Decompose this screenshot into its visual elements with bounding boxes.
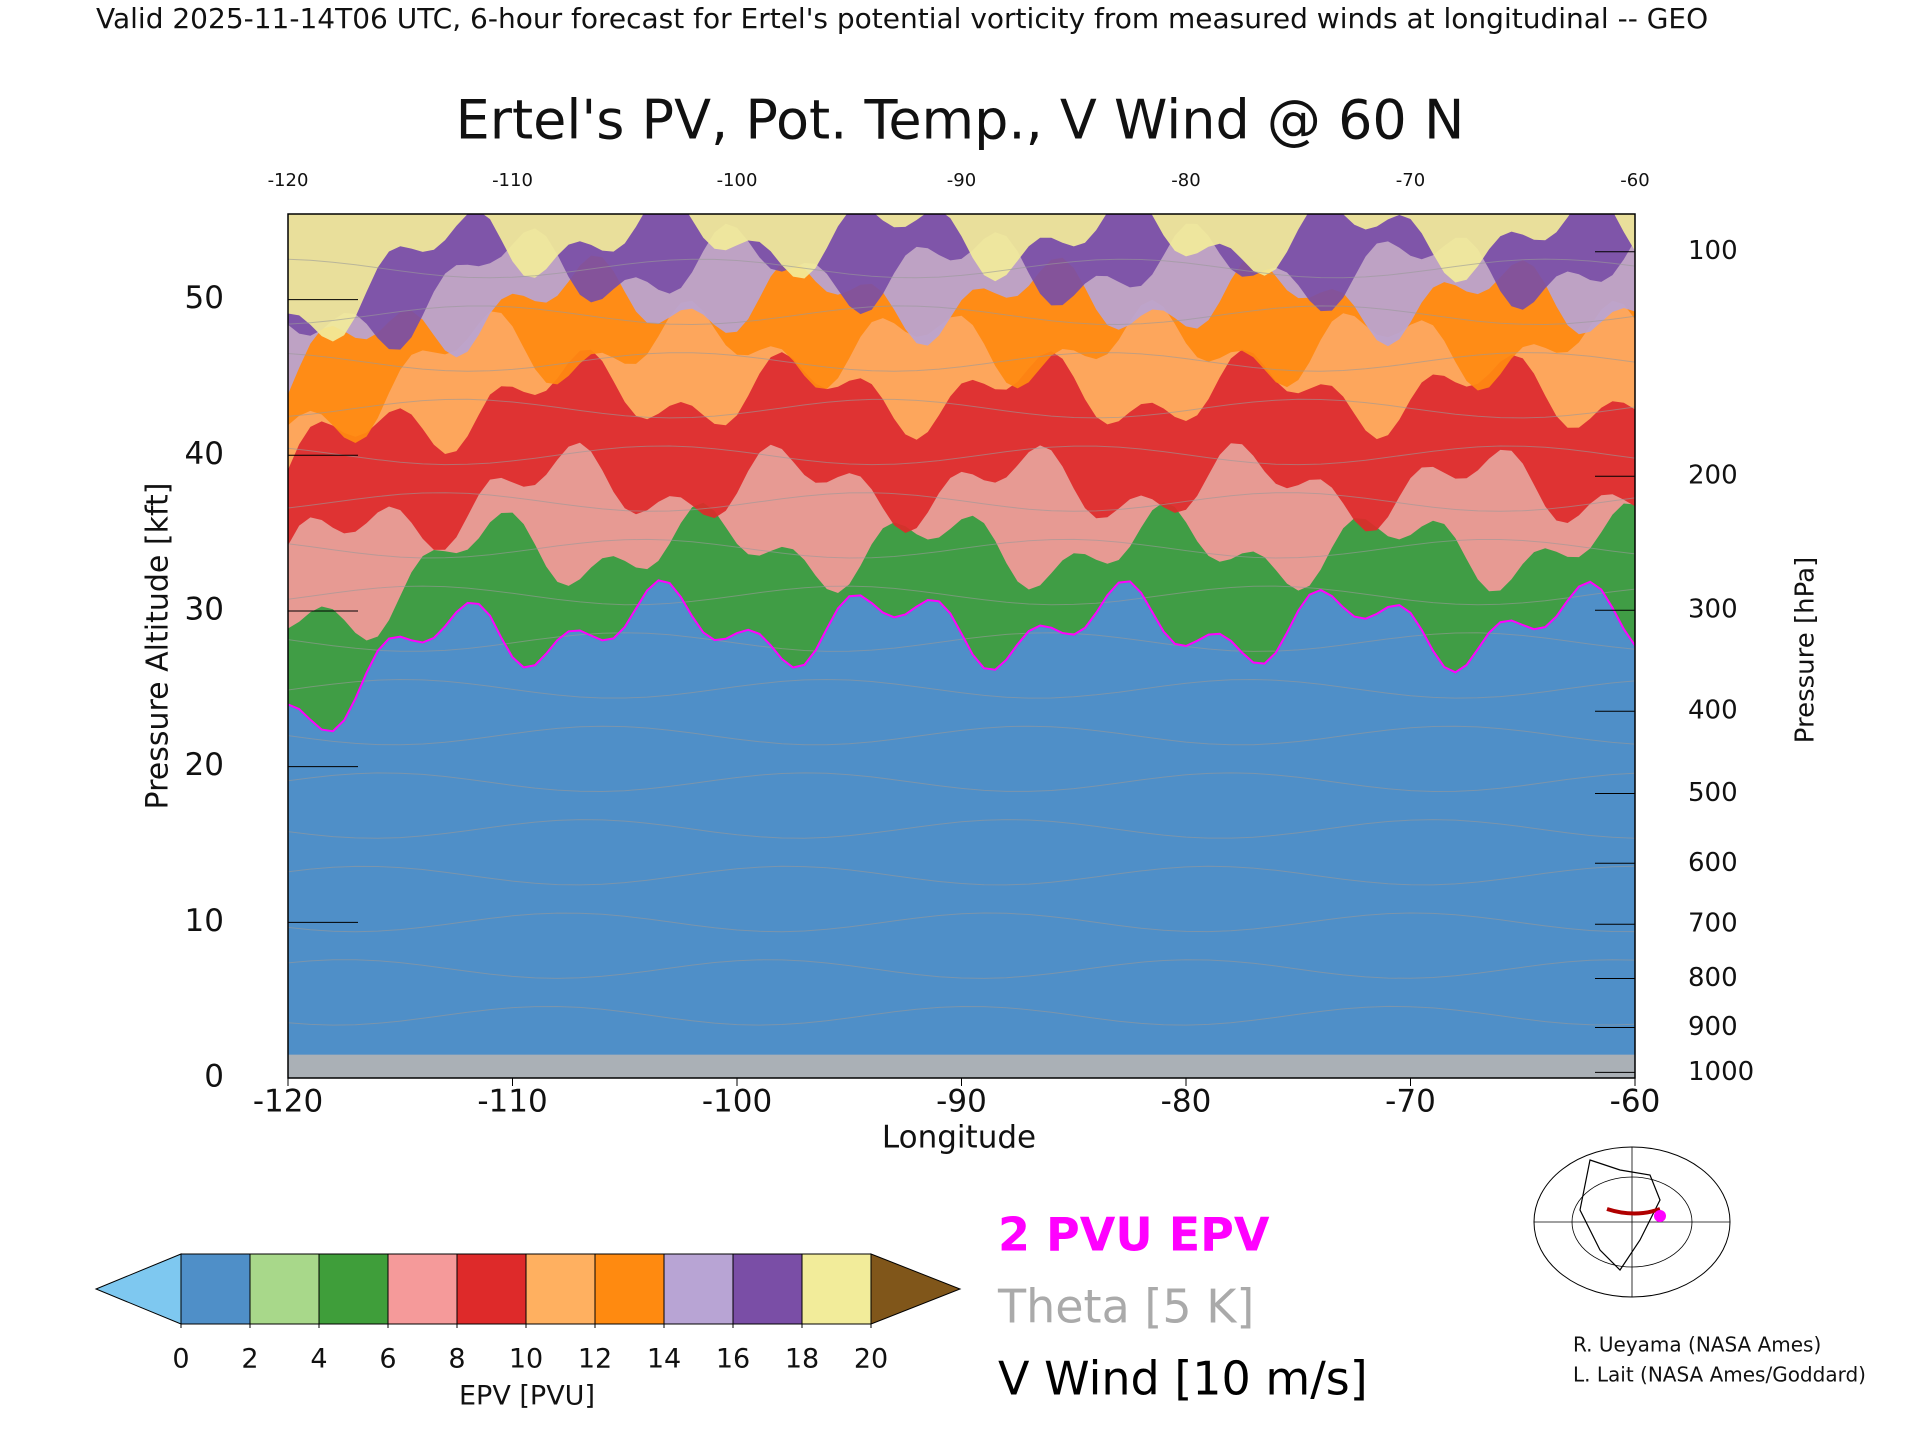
theta-contour — [288, 538, 1635, 559]
colorbar-over — [870, 1253, 962, 1325]
theta-contour — [288, 772, 1635, 793]
pv-band — [288, 214, 1635, 350]
colorbar-label: EPV [PVU] — [459, 1381, 595, 1412]
colorbar-tick-label: 12 — [578, 1344, 612, 1375]
colorbar-box — [456, 1253, 527, 1325]
y-tick-label: 30 — [185, 591, 224, 627]
ground — [288, 1054, 1635, 1078]
credit: R. Ueyama (NASA Ames) — [1573, 1333, 1821, 1357]
y2-axis-label: Pressure [hPa] — [1791, 557, 1821, 744]
x-tick-label: -70 — [1385, 1084, 1436, 1120]
legend-entry: 2 PVU EPV — [998, 1208, 1270, 1262]
x-top-tick-label: -120 — [268, 170, 309, 191]
colorbar-box — [663, 1253, 734, 1325]
y2-tick-label: 100 — [1688, 236, 1738, 266]
x-tick-label: -110 — [477, 1084, 547, 1120]
y-tick-label: 20 — [185, 747, 224, 783]
x-top-tick-label: -60 — [1620, 170, 1649, 191]
x-top-tick-label: -70 — [1396, 170, 1425, 191]
y-tick-label: 0 — [204, 1059, 224, 1095]
map-inset — [1533, 1146, 1731, 1298]
colorbar-box — [801, 1253, 872, 1325]
theta-contour — [288, 305, 1635, 326]
colorbar-box — [180, 1253, 251, 1325]
colorbar-box — [387, 1253, 458, 1325]
y2-tick-label: 800 — [1688, 963, 1738, 993]
legend-entry: V Wind [10 m/s] — [998, 1352, 1368, 1406]
colorbar-tick-label: 10 — [509, 1344, 543, 1375]
x-top-tick-label: -90 — [947, 170, 976, 191]
colorbar-tick-label: 2 — [241, 1344, 258, 1375]
colorbar-tick-label: 16 — [716, 1344, 750, 1375]
y-tick-label: 10 — [185, 903, 224, 939]
colorbar-tick-label: 4 — [310, 1344, 327, 1375]
x-top-tick-label: -80 — [1171, 170, 1200, 191]
theta-contour — [288, 959, 1635, 979]
chart-title: Ertel's PV, Pot. Temp., V Wind @ 60 N — [456, 89, 1465, 152]
y-tick-label: 50 — [185, 280, 224, 316]
theta-contour — [288, 445, 1635, 466]
theta-contour — [288, 352, 1635, 372]
theta-contour — [288, 398, 1635, 419]
theta-contour — [288, 1005, 1635, 1026]
pv-band — [288, 214, 1635, 342]
colorbar-box — [594, 1253, 665, 1325]
colorbar-box — [249, 1253, 320, 1325]
theta-contour — [288, 865, 1635, 886]
legend-entry: Theta [5 K] — [997, 1280, 1254, 1334]
theta-contour — [288, 632, 1635, 652]
theta-contour — [288, 819, 1635, 839]
colorbar-box — [732, 1253, 803, 1325]
colorbar-tick-label: 18 — [785, 1344, 819, 1375]
theta-contour — [288, 585, 1635, 606]
theta-contour — [288, 725, 1635, 746]
colorbar-box — [318, 1253, 389, 1325]
y-tick-label: 40 — [185, 436, 224, 472]
x-tick-label: -120 — [253, 1084, 323, 1120]
y-axis-label: Pressure Altitude [kft] — [141, 483, 176, 810]
x-tick-label: -80 — [1161, 1084, 1212, 1120]
y2-tick-label: 900 — [1688, 1012, 1738, 1042]
colorbar-tick-label: 0 — [172, 1344, 189, 1375]
y2-tick-label: 500 — [1688, 778, 1738, 808]
x-tick-label: -60 — [1610, 1084, 1661, 1120]
theta-contour — [288, 492, 1635, 512]
y2-tick-label: 1000 — [1688, 1057, 1754, 1087]
header: Valid 2025-11-14T06 UTC, 6-hour forecast… — [96, 2, 1708, 35]
y2-tick-label: 400 — [1688, 696, 1738, 726]
y2-tick-label: 600 — [1688, 848, 1738, 878]
colorbar-tick-label: 14 — [647, 1344, 681, 1375]
x-tick-label: -90 — [936, 1084, 987, 1120]
x-top-tick-label: -100 — [717, 170, 758, 191]
theta-contour — [288, 912, 1635, 933]
colorbar-box — [525, 1253, 596, 1325]
credit: L. Lait (NASA Ames/Goddard) — [1573, 1363, 1866, 1387]
pv-2-contour — [288, 579, 1635, 733]
theta-contour — [288, 258, 1635, 279]
pv-field — [288, 214, 1635, 1078]
theta-contour — [288, 678, 1635, 699]
colorbar-under — [94, 1253, 182, 1325]
y2-tick-label: 700 — [1688, 909, 1738, 939]
colorbar-tick-label: 20 — [854, 1344, 888, 1375]
y2-tick-label: 300 — [1688, 595, 1738, 625]
x-top-tick-label: -110 — [492, 170, 533, 191]
x-tick-label: -100 — [702, 1084, 772, 1120]
y2-tick-label: 200 — [1688, 461, 1738, 491]
colorbar-tick-label: 6 — [379, 1344, 396, 1375]
colorbar-tick-label: 8 — [448, 1344, 465, 1375]
x-axis-label: Longitude — [882, 1120, 1036, 1156]
